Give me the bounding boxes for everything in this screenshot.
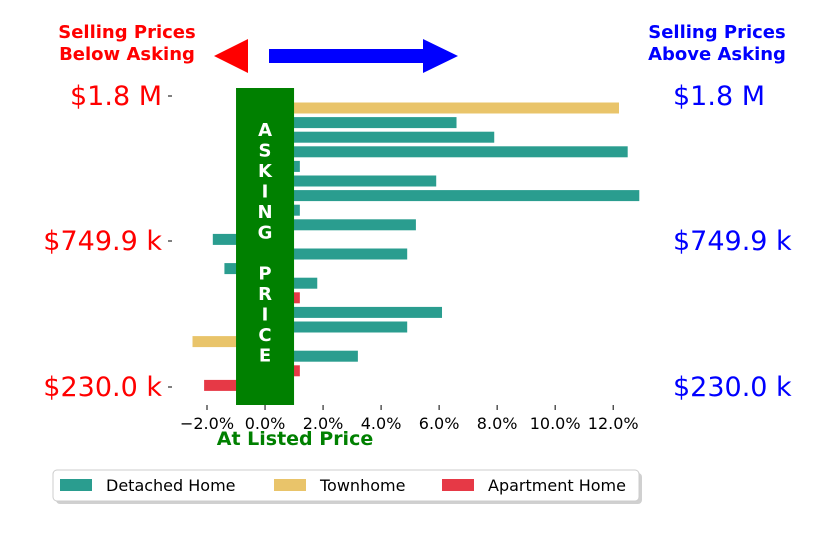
- asking-price-letter: G: [258, 223, 273, 244]
- asking-price-letter: I: [262, 305, 269, 326]
- right-arrow-icon: [269, 39, 458, 73]
- x-tick-label: 10.0%: [530, 414, 581, 433]
- asking-price-rect: [236, 88, 295, 405]
- legend: Detached Home Townhome Apartment Home: [52, 469, 642, 504]
- x-tick-label: −2.0%: [180, 414, 234, 433]
- bar: [265, 117, 457, 129]
- asking-price-letter: E: [259, 346, 271, 367]
- asking-price-letter: A: [258, 120, 272, 141]
- bar: [265, 175, 437, 187]
- legend-label: Detached Home: [106, 476, 236, 495]
- x-tick-label: 2.0%: [303, 414, 344, 433]
- bar: [204, 379, 266, 391]
- left-price-label: $749.9 k: [43, 226, 162, 257]
- asking-price-letter: P: [258, 264, 271, 285]
- left-price-label: $230.0 k: [43, 372, 162, 403]
- bar: [265, 146, 628, 158]
- legend-swatch: [442, 479, 474, 491]
- asking-price-letter: I: [262, 182, 269, 203]
- legend-swatch: [60, 479, 92, 491]
- x-tick-label: 12.0%: [588, 414, 639, 433]
- x-tick-label: 4.0%: [361, 414, 402, 433]
- asking-price-letter: C: [258, 325, 271, 346]
- right-price-label: $230.0 k: [673, 372, 792, 403]
- bar: [265, 306, 443, 318]
- legend-box: [52, 469, 640, 502]
- bar: [265, 321, 408, 333]
- asking-price-letter: K: [258, 161, 273, 182]
- x-tick-label: 6.0%: [419, 414, 460, 433]
- asking-price-letter: N: [257, 202, 272, 223]
- below-asking-label: Selling Prices Below Asking: [58, 22, 195, 65]
- bar: [265, 248, 408, 260]
- x-tick-label: 0.0%: [245, 414, 286, 433]
- bar: [265, 190, 640, 202]
- legend-swatch: [274, 479, 306, 491]
- bar: [265, 350, 358, 362]
- left-price-label: $1.8 M: [70, 81, 162, 112]
- x-axis-label: At Listed Price: [217, 428, 373, 450]
- x-tick-label: 8.0%: [477, 414, 518, 433]
- above-asking-label: Selling Prices Above Asking: [648, 22, 786, 65]
- right-price-label: $749.9 k: [673, 226, 792, 257]
- x-axis: −2.0% 0.0% 2.0% 4.0% 6.0% 8.0% 10.0% 12.0%: [180, 405, 639, 433]
- bar: [265, 219, 416, 231]
- right-price-label: $1.8 M: [673, 81, 765, 112]
- legend-label: Apartment Home: [488, 476, 626, 495]
- bar: [265, 131, 495, 143]
- legend-label: Townhome: [319, 476, 405, 495]
- bar: [265, 102, 619, 114]
- price-labels: $1.8 M $749.9 k $230.0 k $1.8 M $749.9 k $230…: [43, 81, 792, 403]
- asking-price-letter: S: [259, 141, 272, 162]
- left-arrow-icon: [214, 39, 248, 73]
- bar: [192, 336, 266, 348]
- asking-price-letter: R: [258, 284, 272, 305]
